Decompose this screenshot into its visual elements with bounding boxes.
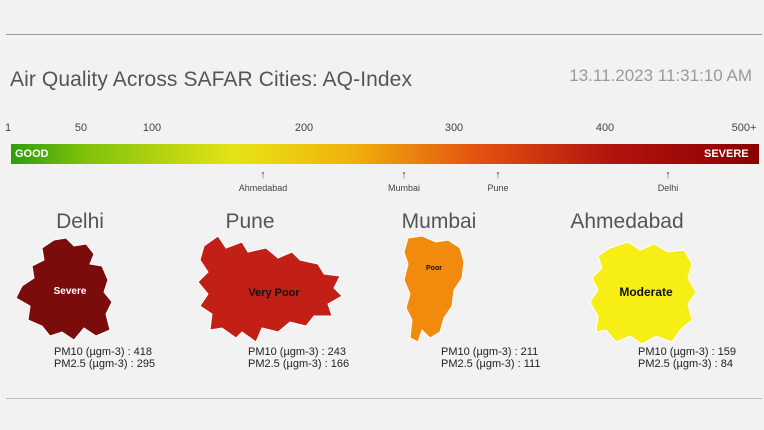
scale-good-label: GOOD <box>15 148 49 160</box>
scale-tick: 300 <box>444 122 464 134</box>
mumbai-pm-readings: PM10 (µgm-3) : 211 PM2.5 (µgm-3) : 111 <box>441 346 540 370</box>
scale-marker-delhi: ↑ Delhi <box>633 169 703 194</box>
up-arrow-icon: ↑ <box>401 169 407 181</box>
top-divider <box>6 34 762 35</box>
bottom-divider <box>6 398 762 399</box>
scale-tick: 200 <box>294 122 314 134</box>
scale-tick: 500+ <box>731 122 757 134</box>
city-name-ahmedabad: Ahmedabad <box>570 210 684 233</box>
category-label-very-poor: Very Poor <box>248 287 300 299</box>
scale-marker-ahmedabad: ↑ Ahmedabad <box>228 169 298 194</box>
category-label-moderate: Moderate <box>619 285 673 299</box>
marker-label: Delhi <box>657 183 679 193</box>
category-label-poor: Poor <box>426 265 442 272</box>
pm10-value: PM10 (µgm-3) : 211 <box>441 346 539 358</box>
pm25-value: PM2.5 (µgm-3) : 84 <box>638 358 733 370</box>
city-name-pune: Pune <box>225 210 275 233</box>
aqi-color-scale <box>11 144 759 164</box>
pm25-value: PM2.5 (µgm-3) : 111 <box>441 358 541 370</box>
pune-pm-readings: PM10 (µgm-3) : 243 PM2.5 (µgm-3) : 166 <box>248 346 349 370</box>
pm10-value: PM10 (µgm-3) : 418 <box>54 346 153 358</box>
marker-label: Ahmedabad <box>238 183 288 193</box>
up-arrow-icon: ↑ <box>495 169 501 181</box>
scale-severe-label: SEVERE <box>704 148 749 160</box>
scale-tick: 100 <box>142 122 162 134</box>
scale-tick: 1 <box>4 122 12 134</box>
scale-tick: 400 <box>595 122 615 134</box>
scale-tick: 50 <box>74 122 88 134</box>
delhi-map[interactable]: Severe <box>14 236 118 344</box>
timestamp: 13.11.2023 11:31:10 AM <box>569 66 752 85</box>
pune-map[interactable]: Very Poor <box>196 234 342 346</box>
up-arrow-icon: ↑ <box>665 169 671 181</box>
ahmedabad-map[interactable]: Moderate <box>588 238 698 346</box>
city-name-mumbai: Mumbai <box>401 210 477 233</box>
page-title: Air Quality Across SAFAR Cities: AQ-Inde… <box>10 68 413 91</box>
marker-label: Mumbai <box>387 183 420 193</box>
city-name-delhi: Delhi <box>56 210 104 233</box>
category-label-severe: Severe <box>54 286 87 297</box>
pm25-value: PM2.5 (µgm-3) : 166 <box>248 358 350 370</box>
ahmedabad-pm-readings: PM10 (µgm-3) : 159 PM2.5 (µgm-3) : 84 <box>638 346 736 370</box>
pm10-value: PM10 (µgm-3) : 159 <box>638 346 737 358</box>
scale-marker-mumbai: ↑ Mumbai <box>369 169 439 194</box>
pm25-value: PM2.5 (µgm-3) : 295 <box>54 358 156 370</box>
up-arrow-icon: ↑ <box>260 169 266 181</box>
mumbai-map[interactable]: Poor <box>402 234 468 346</box>
scale-marker-pune: ↑ Pune <box>463 169 533 194</box>
delhi-pm-readings: PM10 (µgm-3) : 418 PM2.5 (µgm-3) : 295 <box>54 346 155 370</box>
pm10-value: PM10 (µgm-3) : 243 <box>248 346 347 358</box>
marker-label: Pune <box>487 183 509 193</box>
